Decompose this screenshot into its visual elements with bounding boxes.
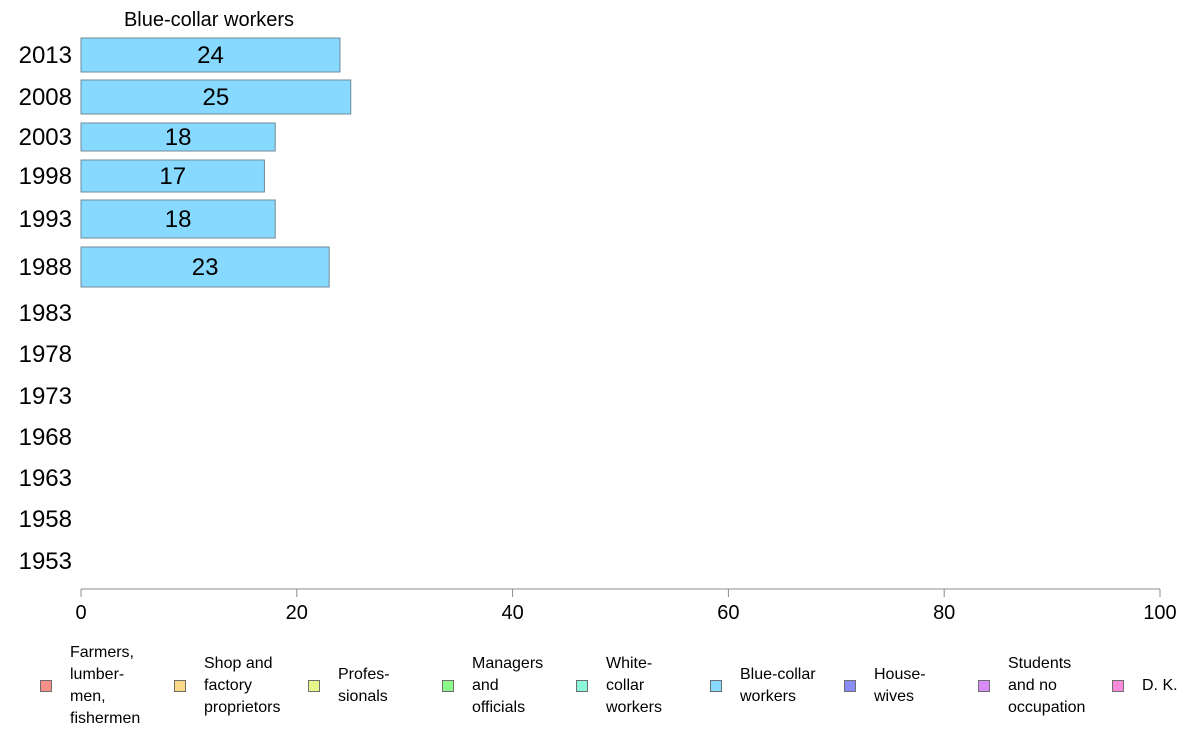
x-tick-label: 80 [933, 602, 955, 624]
chart-title: Blue-collar workers [124, 9, 294, 31]
legend-item: Shop and factory proprietors [174, 646, 280, 726]
y-tick-label: 1993 [19, 206, 72, 233]
legend-label: Profes- sionals [338, 666, 390, 705]
y-tick-label: 1998 [19, 163, 72, 190]
legend-swatch [978, 680, 990, 692]
legend-label: White- collar workers [606, 655, 663, 716]
legend-label: D. K. [1142, 677, 1178, 694]
legend-label: Shop and factory proprietors [204, 655, 281, 716]
x-tick-label: 40 [501, 602, 523, 624]
y-tick-label: 2008 [19, 84, 72, 111]
legend-label: Students and no occupation [1008, 655, 1086, 716]
legend-label: Blue-collar workers [740, 666, 816, 705]
legend-label: Farmers, lumber- men, fishermen [70, 644, 141, 727]
y-tick-label: 1953 [19, 548, 72, 575]
bar [80, 37, 341, 73]
bar [80, 199, 276, 239]
legend-swatch [442, 680, 454, 692]
legend-item: White- collar workers [576, 646, 662, 726]
legend-label: House- wives [874, 666, 926, 705]
legend-item: Blue-collar workers [710, 646, 816, 726]
legend-item: House- wives [844, 646, 926, 726]
bar-value-label: 17 [159, 163, 186, 190]
bar-value-label: 24 [197, 42, 224, 69]
legend-swatch [710, 680, 722, 692]
y-tick-label: 1968 [19, 424, 72, 451]
legend: Farmers, lumber- men, fishermen Shop and … [0, 644, 1188, 727]
x-tick-label: 20 [286, 602, 308, 624]
legend-item: Managers and officials [442, 646, 543, 726]
y-tick-label: 1988 [19, 254, 72, 281]
y-tick-label: 1978 [19, 341, 72, 368]
y-tick-label: 2013 [19, 42, 72, 69]
legend-item: Students and no occupation [978, 646, 1085, 726]
legend-swatch [576, 680, 588, 692]
bar [80, 159, 265, 193]
bar [80, 122, 276, 152]
y-tick-label: 1983 [19, 300, 72, 327]
legend-swatch [1112, 680, 1124, 692]
legend-item: Profes- sionals [308, 646, 390, 726]
y-tick-label: 1958 [19, 506, 72, 533]
legend-swatch [174, 680, 186, 692]
y-tick-label: 2003 [19, 124, 72, 151]
bar-value-label: 18 [165, 206, 192, 233]
legend-item: Farmers, lumber- men, fishermen [40, 644, 140, 727]
bar-value-label: 18 [165, 124, 192, 151]
bar-value-label: 25 [203, 84, 230, 111]
legend-item: D. K. [1112, 646, 1178, 726]
y-tick-label: 1973 [19, 383, 72, 410]
x-tick-label: 60 [717, 602, 739, 624]
legend-label: Managers and officials [472, 655, 544, 716]
x-tick-label: 100 [1143, 602, 1176, 624]
bar [80, 246, 330, 288]
bar-value-label: 23 [192, 254, 219, 281]
y-tick-label: 1963 [19, 465, 72, 492]
legend-swatch [844, 680, 856, 692]
legend-swatch [308, 680, 320, 692]
bar [80, 79, 352, 115]
legend-swatch [40, 680, 52, 692]
x-tick-label: 0 [75, 602, 86, 624]
